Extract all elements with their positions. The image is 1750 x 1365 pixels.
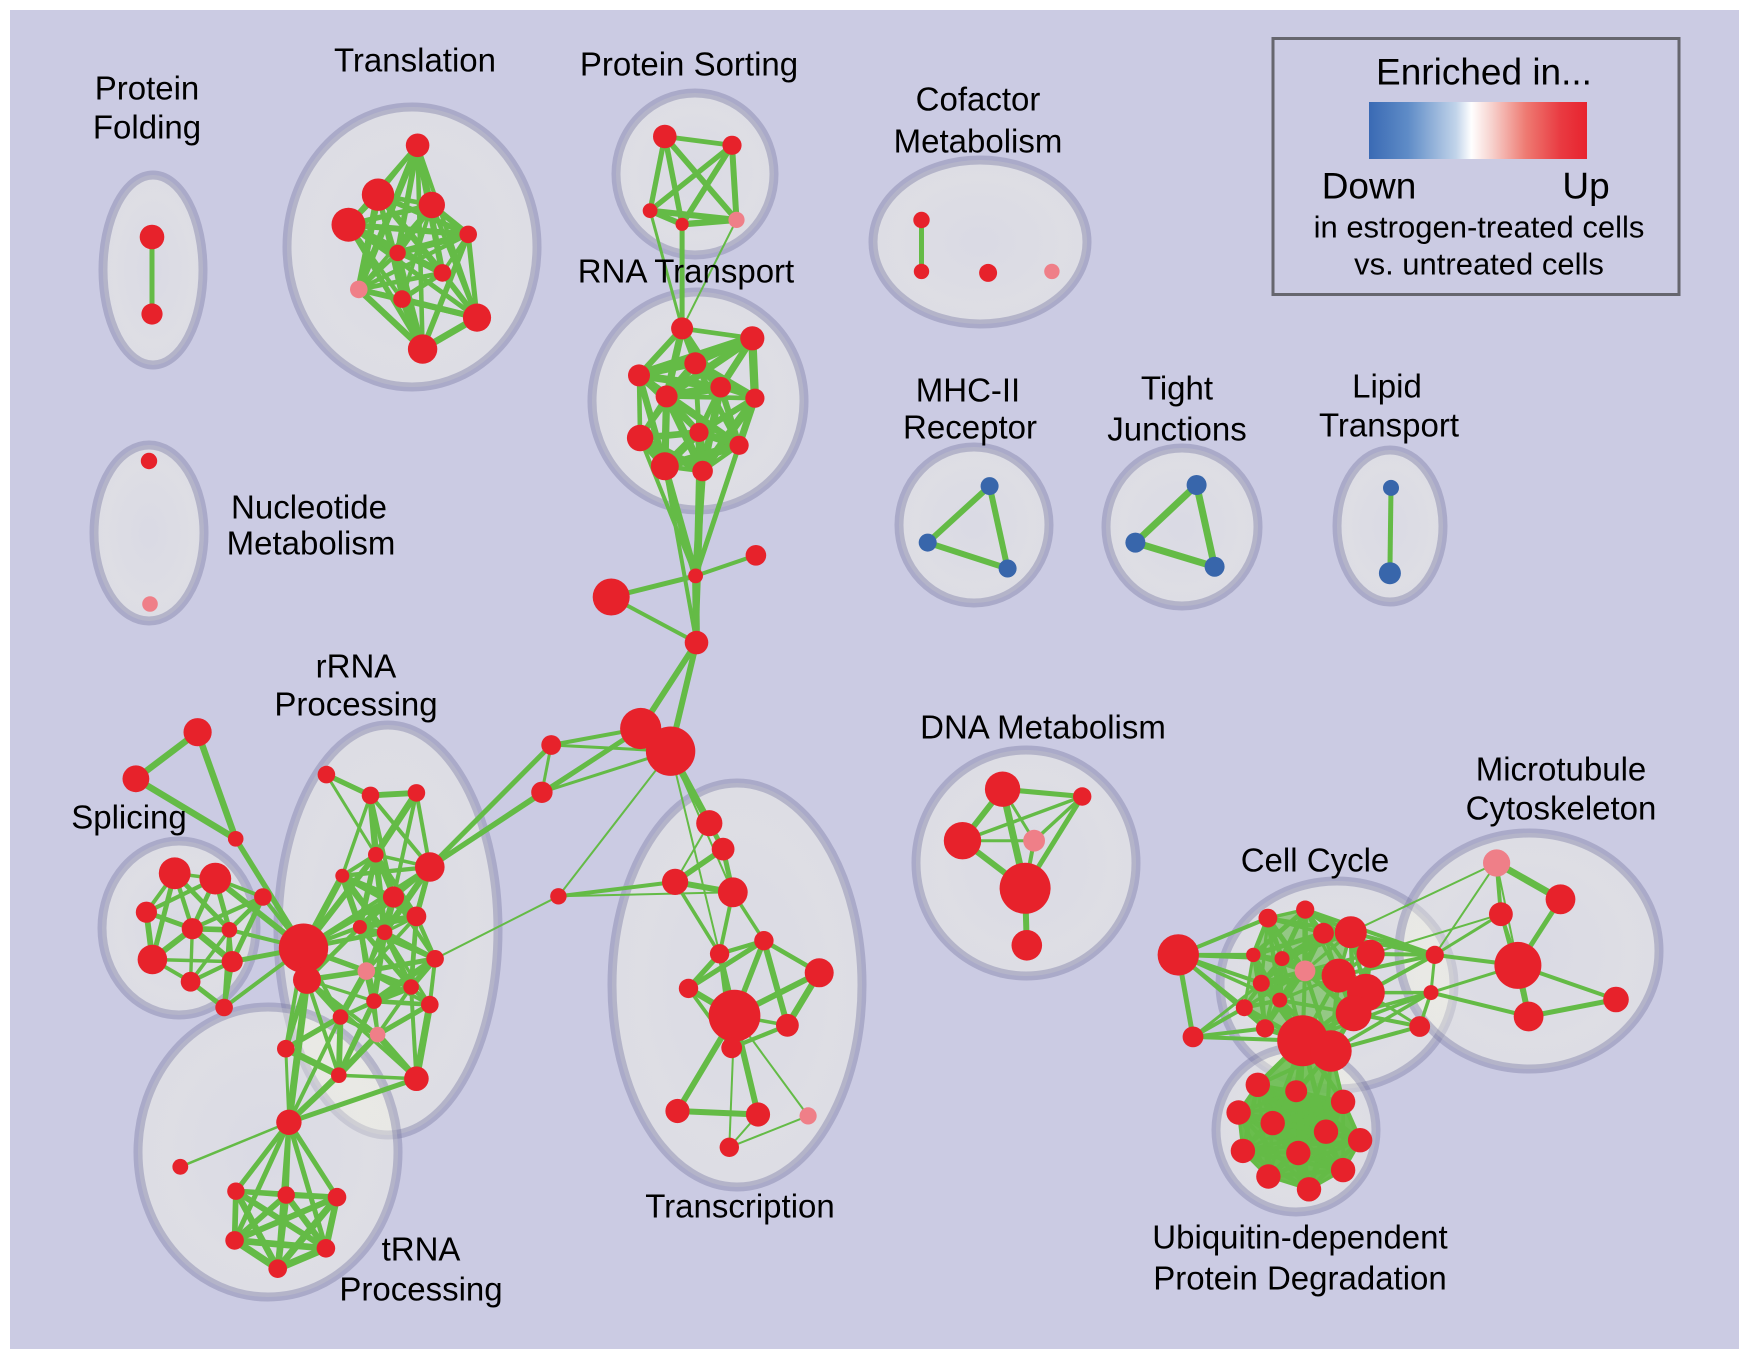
- svg-text:Cell Cycle: Cell Cycle: [1241, 842, 1390, 879]
- svg-text:Protein Sorting: Protein Sorting: [580, 46, 798, 83]
- svg-text:MHC-II: MHC-II: [916, 372, 1020, 409]
- svg-text:Tight: Tight: [1141, 370, 1213, 407]
- svg-text:Protein: Protein: [95, 70, 200, 107]
- svg-text:Cytoskeleton: Cytoskeleton: [1466, 790, 1657, 827]
- svg-text:in estrogen-treated cells: in estrogen-treated cells: [1314, 210, 1645, 245]
- svg-text:tRNA: tRNA: [382, 1231, 461, 1268]
- svg-text:Transport: Transport: [1319, 407, 1459, 444]
- svg-text:RNA Transport: RNA Transport: [578, 253, 794, 290]
- svg-text:Ubiquitin-dependent: Ubiquitin-dependent: [1152, 1219, 1447, 1256]
- svg-text:Junctions: Junctions: [1107, 411, 1246, 448]
- svg-text:Receptor: Receptor: [903, 409, 1037, 446]
- svg-text:Down: Down: [1322, 166, 1417, 207]
- svg-text:Nucleotide: Nucleotide: [231, 489, 387, 526]
- svg-text:Folding: Folding: [93, 109, 201, 146]
- svg-text:Microtubule: Microtubule: [1476, 751, 1647, 788]
- svg-text:Translation: Translation: [334, 42, 496, 79]
- svg-text:Cofactor: Cofactor: [916, 81, 1041, 118]
- svg-text:DNA Metabolism: DNA Metabolism: [920, 709, 1166, 746]
- svg-text:Protein Degradation: Protein Degradation: [1153, 1260, 1447, 1297]
- svg-text:rRNA: rRNA: [316, 648, 397, 685]
- svg-text:Metabolism: Metabolism: [894, 123, 1063, 160]
- svg-text:Metabolism: Metabolism: [227, 525, 396, 562]
- svg-text:Processing: Processing: [339, 1271, 502, 1308]
- svg-text:Splicing: Splicing: [71, 799, 187, 836]
- svg-text:Lipid: Lipid: [1352, 368, 1422, 405]
- svg-text:Up: Up: [1562, 166, 1609, 207]
- svg-text:Transcription: Transcription: [645, 1188, 835, 1225]
- svg-text:vs. untreated cells: vs. untreated cells: [1354, 247, 1604, 282]
- svg-text:Processing: Processing: [274, 686, 437, 723]
- svg-text:Enriched in...: Enriched in...: [1376, 52, 1592, 93]
